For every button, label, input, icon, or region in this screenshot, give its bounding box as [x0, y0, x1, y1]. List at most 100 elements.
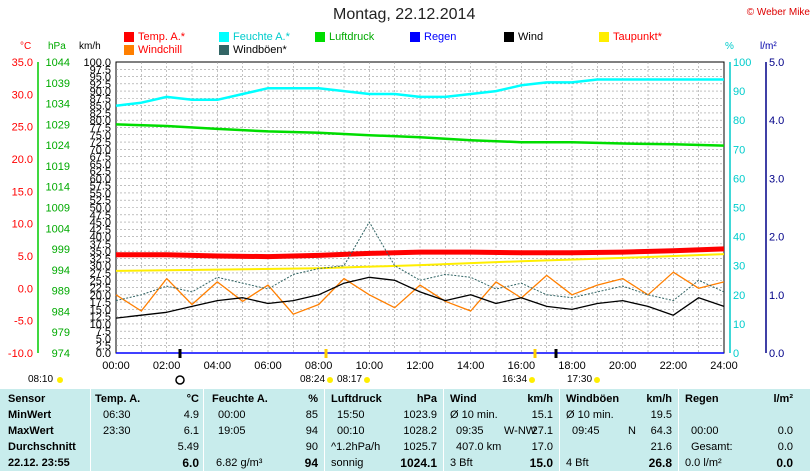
- rain-column: Regen l/m² 00:00 0.0 Gesamt: 0.0 0.0 l/m…: [678, 389, 799, 471]
- wind-axis-tick: 30.0: [90, 261, 111, 273]
- wind-axis-tick: 25.0: [90, 275, 111, 287]
- humidity-avg: 90: [305, 441, 318, 453]
- wind-axis-tick: 12.5: [90, 312, 111, 324]
- event-marker-icon: [57, 377, 63, 383]
- weather-chart: 35.0 30.0 25.0 20.0 15.0 10.0 5.0 0.0 -5.0 -10.0 1…: [8, 57, 784, 385]
- humidity-unit: %: [725, 41, 734, 52]
- wind-axis-tick: 87.5: [90, 93, 111, 105]
- temp-axis-tick: -5.0: [14, 316, 33, 328]
- rain-axis-tick: 0.0: [769, 348, 784, 360]
- legend-item-temp: Temp. A.*: [124, 31, 185, 43]
- wind-axis-tick: 20.0: [90, 290, 111, 302]
- wind-current: 15.0: [529, 456, 553, 470]
- wind-axis-tick: 22.5: [90, 283, 111, 295]
- wind-axis-tick: 17.5: [90, 297, 111, 309]
- pressure-axis-tick: 1019: [46, 161, 70, 173]
- x-axis-tick: 14:00: [457, 360, 485, 372]
- wind-axis-tick: 97.5: [90, 64, 111, 76]
- legend-item-windchill: Windchill: [124, 44, 182, 56]
- gust-avg10-label: Ø 10 min.: [566, 409, 614, 421]
- wind-column: Wind km/h Ø 10 min. 15.1 09:35 W-NW 27.1…: [443, 389, 559, 471]
- pressure-min: 1023.9: [403, 409, 437, 421]
- temp-min-time: 06:30: [103, 409, 131, 421]
- wind-axis-tick: 57.5: [90, 181, 111, 193]
- gust-max: 64.3: [650, 425, 672, 437]
- gust-max-time: 09:45: [572, 425, 600, 437]
- wind-header: Wind: [450, 393, 477, 405]
- wind-avg10: 15.1: [531, 409, 553, 421]
- row-label-sensor: Sensor: [8, 393, 46, 405]
- gust-beaufort: 4 Bft: [566, 457, 589, 469]
- x-axis-tick: 20:00: [609, 360, 637, 372]
- wind-unit: km/h: [79, 41, 101, 52]
- rain-max: 0.0: [777, 425, 793, 437]
- series-line-3: [115, 253, 725, 272]
- credit-link[interactable]: © Weber Mike: [746, 7, 810, 18]
- wind-unit-label: km/h: [527, 393, 553, 405]
- humidity-column: Feuchte A. % 00:00 85 19:05 94 90 6.82 g…: [203, 389, 324, 471]
- humidity-min: 85: [305, 409, 318, 421]
- moon-phase-icon: [175, 375, 185, 385]
- wind-axis-tick: 35.0: [90, 246, 111, 258]
- wind-axis-tick: 62.5: [90, 166, 111, 178]
- pressure-axis-tick: 1009: [46, 203, 70, 215]
- wind-axis-tick: 92.5: [90, 79, 111, 91]
- temp-header: Temp. A.: [95, 393, 141, 405]
- temp-axis-tick: 5.0: [18, 251, 33, 263]
- x-axis-tick: 02:00: [153, 360, 181, 372]
- wind-axis-tick: 47.5: [90, 210, 111, 222]
- x-axis-tick: 04:00: [204, 360, 232, 372]
- gust-avg: 21.6: [650, 441, 672, 453]
- temp-axis-tick: 0.0: [18, 283, 33, 295]
- event-marker-icon: [594, 377, 600, 383]
- event-label: 08:17: [337, 374, 362, 385]
- rain-current-label: 0.0 l/m²: [685, 457, 722, 469]
- humidity-axis-tick: 30: [733, 261, 745, 273]
- pressure-axis-tick: 1039: [46, 78, 70, 90]
- legend-item-rain: Regen: [410, 31, 456, 43]
- x-axis-tick: 22:00: [660, 360, 688, 372]
- temp-avg: 5.49: [177, 441, 199, 453]
- event-label: 17:30: [567, 374, 592, 385]
- row-label-max: MaxWert: [8, 425, 54, 437]
- wind-axis-tick: 2.5: [96, 341, 111, 353]
- wind-axis-tick: 7.5: [96, 326, 111, 338]
- pressure-state: sonnig: [331, 457, 364, 469]
- wind-axis-tick: 95.0: [90, 72, 111, 84]
- event-marker-icon: [364, 377, 370, 383]
- wind-distance: 407.0 km: [456, 441, 502, 453]
- wind-axis-tick: 90.0: [90, 86, 111, 98]
- temp-unit-label: °C: [186, 393, 199, 405]
- wind-axis-tick: 10.0: [90, 319, 111, 331]
- temp-axis-tick: -10.0: [8, 348, 33, 360]
- event-label: 08:24: [300, 374, 325, 385]
- wind-axis-tick: 77.5: [90, 122, 111, 134]
- gust-avg10: 19.5: [650, 409, 672, 421]
- temp-axis-tick: 15.0: [12, 186, 33, 198]
- humidity-axis-tick: 0: [733, 348, 739, 360]
- wind-axis-tick: 37.5: [90, 239, 111, 251]
- pressure-avg: 1025.7: [403, 441, 437, 453]
- wind-axis-tick: 32.5: [90, 253, 111, 265]
- rain-axis-tick: 3.0: [769, 173, 784, 185]
- wind-axis-tick: 50.0: [90, 203, 111, 215]
- pressure-axis-tick: 989: [52, 286, 70, 298]
- pressure-axis-tick: 1014: [46, 182, 70, 194]
- pressure-max: 1028.2: [403, 425, 437, 437]
- rain-axis-tick: 2.0: [769, 232, 784, 244]
- wind-axis-tick: 52.5: [90, 195, 111, 207]
- humidity-min-time: 00:00: [218, 409, 246, 421]
- humidity-axis-tick: 60: [733, 173, 745, 185]
- x-axis-tick: 08:00: [305, 360, 333, 372]
- gust-unit-label: km/h: [646, 393, 672, 405]
- rain-axis-tick: 1.0: [769, 290, 784, 302]
- humidity-axis-tick: 40: [733, 232, 745, 244]
- row-label-current: 22.12. 23:55: [8, 457, 70, 469]
- rain-axis-tick: 5.0: [769, 57, 784, 69]
- wind-axis-tick: 27.5: [90, 268, 111, 280]
- wind-axis-tick: 40.0: [90, 232, 111, 244]
- humidity-current: 94: [304, 456, 318, 470]
- wind-axis-tick: 65.0: [90, 159, 111, 171]
- temp-axis-tick: 10.0: [12, 219, 33, 231]
- wind-axis-tick: 5.0: [96, 333, 111, 345]
